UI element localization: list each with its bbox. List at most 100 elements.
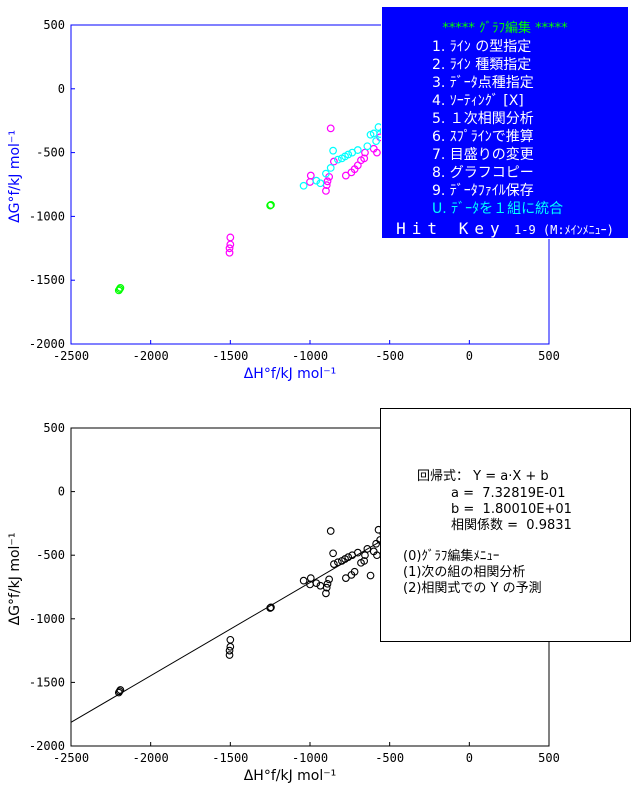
y-tick-label: 500 (43, 421, 65, 435)
data-point (226, 635, 235, 644)
data-point (353, 548, 362, 557)
data-point (330, 157, 338, 166)
regression-result-box: 回帰式： Y = a·X + b a = 7.32819E-01 b = 1.8… (380, 408, 631, 642)
data-point (325, 575, 333, 584)
x-tick-label: -1500 (212, 349, 248, 363)
data-point (115, 687, 124, 696)
data-point (316, 179, 325, 188)
menu-item-merge-data[interactable]: U. ﾃﾞｰﾀを１組に統合 (432, 201, 564, 217)
menu-title: ***** ｸﾞﾗﾌ編集 ***** (442, 21, 568, 36)
data-point (360, 154, 369, 163)
data-point (226, 642, 235, 651)
menu-item-graph-copy[interactable]: 8. グラフコピー (432, 165, 534, 181)
data-point (299, 576, 308, 585)
hit-key-prompt: Hit Key 1-9 (M:ﾒｲﾝﾒﾆｭｰ) (382, 219, 628, 238)
regression-a: a = 7.32819E-01 (451, 486, 566, 501)
x-tick-label: 500 (538, 751, 560, 765)
data-point (299, 181, 308, 190)
data-point (323, 177, 332, 186)
option-next-correlation[interactable]: (1)次の組の相関分析 (403, 565, 526, 580)
y-tick-label: 0 (58, 82, 65, 96)
data-point (322, 169, 330, 178)
y-tick-label: -2000 (29, 337, 65, 351)
data-point (353, 146, 362, 154)
data-point (306, 574, 315, 582)
data-point (225, 646, 234, 655)
data-point (306, 171, 315, 180)
y-tick-label: -1000 (29, 209, 65, 223)
menu-item-spline-estimate[interactable]: 6. ｽﾌﾟﾗｲﾝで推算 (432, 129, 534, 145)
y-tick-label: 0 (58, 485, 65, 499)
graph-edit-menu: ***** ｸﾞﾗﾌ編集 ***** 1. ﾗｲﾝ の型指定 2. ﾗｲﾝ 種類… (381, 6, 629, 239)
data-point (116, 283, 125, 292)
y-tick-label: 500 (43, 18, 65, 32)
data-point (322, 589, 330, 598)
x-tick-label: 500 (538, 349, 560, 363)
menu-item-point-kind[interactable]: 3. ﾃﾞｰﾀ点種指定 (432, 75, 534, 91)
data-point (116, 686, 125, 694)
data-point (330, 560, 338, 568)
regression-formula: 回帰式： Y = a·X + b (417, 469, 549, 484)
data-point (333, 155, 342, 164)
data-point (226, 233, 235, 242)
correlation-coefficient: 相関係数 = 0.9831 (451, 518, 572, 533)
x-tick-label: 0 (466, 349, 473, 363)
y-axis-label: ΔG°f/kJ mol⁻¹ (7, 130, 23, 223)
data-point (322, 186, 330, 195)
x-tick-label: -2000 (133, 751, 169, 765)
data-point (329, 549, 337, 558)
data-point (350, 567, 359, 576)
menu-item-line-type[interactable]: 1. ﾗｲﾝ の型指定 (432, 39, 532, 55)
y-tick-label: -1500 (29, 675, 65, 689)
data-point (322, 583, 331, 592)
top-scatter-chart: -2500 -2000 -1500 -1000 -500 0 5005000-500-100… (7, 18, 560, 382)
data-point (363, 142, 372, 151)
data-point (267, 201, 275, 209)
data-point (334, 558, 342, 567)
data-point (342, 574, 350, 582)
y-tick-label: -500 (36, 548, 65, 562)
data-point (366, 571, 375, 580)
menu-item-sorting[interactable]: 4. ｿｰﾃｨﾝｸﾞ [X] (432, 93, 524, 109)
data-point (267, 603, 275, 612)
data-point (373, 148, 381, 157)
option-predict-y[interactable]: (2)相関式での Y の予測 (403, 581, 542, 596)
menu-item-linear-correlation[interactable]: 5. １次相関分析 (432, 111, 534, 127)
data-point (326, 124, 335, 133)
data-point (225, 248, 234, 257)
menu-item-save-data-file[interactable]: 9. ﾃﾞｰﾀﾌｧｲﾙ保存 (432, 183, 534, 199)
data-point (341, 171, 350, 180)
data-point (312, 176, 321, 185)
option-graph-edit-menu[interactable]: (0)ｸﾞﾗﾌ編集ﾒﾆｭｰ (403, 549, 500, 564)
menu-item-line-kind[interactable]: 2. ﾗｲﾝ 種類指定 (432, 57, 532, 73)
x-tick-label: -2500 (53, 751, 89, 765)
x-tick-label: 0 (466, 751, 473, 765)
x-tick-label: -500 (375, 349, 404, 363)
x-axis-label: ΔH°f/kJ mol⁻¹ (244, 366, 337, 382)
data-point (225, 244, 234, 253)
data-point (360, 557, 369, 565)
x-tick-label: -2000 (133, 349, 169, 363)
y-tick-label: -1000 (29, 612, 65, 626)
x-axis-label: ΔH°f/kJ mol⁻¹ (244, 768, 337, 784)
data-point (326, 527, 335, 535)
data-point (361, 551, 369, 560)
y-tick-label: -500 (36, 146, 65, 160)
data-point (266, 604, 275, 612)
data-point (225, 651, 234, 659)
menu-item-scale-change[interactable]: 7. 目盛りの変更 (432, 147, 534, 163)
x-tick-label: -500 (375, 751, 404, 765)
hit-key-range: 1-9 (M:ﾒｲﾝﾒﾆｭｰ) (514, 223, 614, 237)
data-point (344, 553, 353, 561)
data-point (326, 164, 335, 172)
hit-key-label: Hit Key (396, 219, 506, 238)
data-point (344, 150, 353, 159)
data-point (372, 539, 380, 548)
data-point (363, 544, 372, 553)
y-axis-label: ΔG°f/kJ mol⁻¹ (7, 533, 23, 626)
data-point (323, 579, 332, 588)
data-point (329, 146, 338, 155)
x-tick-label: -1000 (292, 349, 328, 363)
data-point (312, 579, 321, 588)
